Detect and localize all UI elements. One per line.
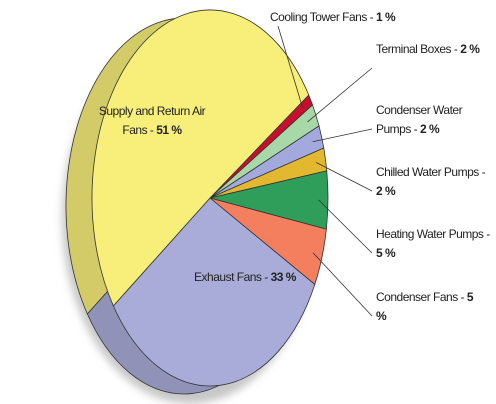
leader-line (312, 252, 373, 317)
value-label: 2 % (376, 184, 396, 198)
category-label: Heating Water Pumps - (376, 227, 490, 241)
slice-label: Terminal Boxes - 2 % (376, 40, 486, 59)
category-label: Cooling Tower Fans - (270, 10, 374, 24)
value-label: 51 % (156, 123, 182, 137)
category-label: Condenser Fans - (376, 290, 465, 304)
leader-line (316, 162, 373, 192)
value-label: 33 % (270, 270, 297, 284)
slice (91, 9, 310, 307)
category-label: Supply and Return Air Fans - (98, 104, 206, 137)
leader-line (318, 199, 373, 254)
slice-label: Exhaust Fans - 33 % (185, 268, 305, 287)
slice-label: Chilled Water Pumps - 2 % (376, 163, 491, 201)
value-label: 5 % (376, 246, 396, 260)
leader-line (277, 25, 303, 108)
value-label: 2 % (420, 122, 440, 136)
category-label: Terminal Boxes - (376, 42, 458, 56)
category-label: Condenser Water Pumps - (376, 103, 463, 136)
category-label: Exhaust Fans - (194, 270, 268, 284)
leader-line (307, 67, 373, 123)
value-label: 5 % (376, 290, 474, 323)
leader-line (312, 128, 373, 143)
value-label: 2 % (460, 42, 480, 56)
slice-label: Condenser Water Pumps - 2 % (376, 101, 491, 139)
slice-label: Condenser Fans - 5 % (376, 288, 486, 326)
value-label: 1 % (376, 10, 396, 24)
category-label: Chilled Water Pumps - (376, 165, 486, 179)
slice-label: Cooling Tower Fans - 1 % (270, 8, 470, 27)
slice (112, 197, 316, 387)
slice-label: Supply and Return Air Fans - 51 % (92, 102, 212, 140)
slice-label: Heating Water Pumps - 5 % (376, 225, 491, 263)
